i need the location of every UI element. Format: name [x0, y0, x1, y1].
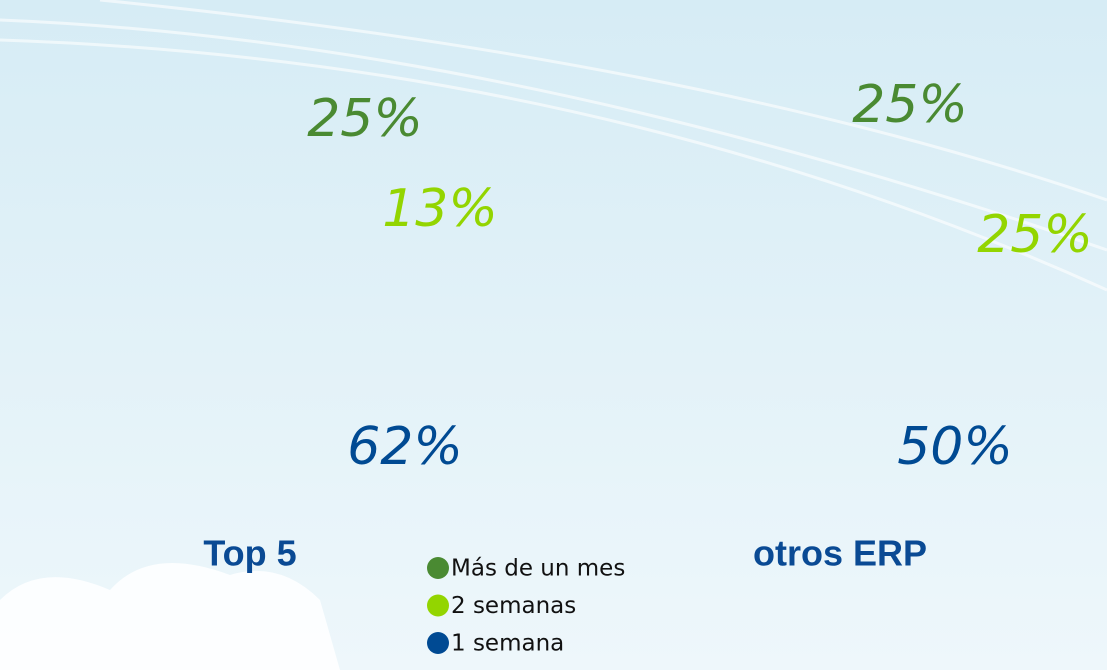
category-label: Top 5 — [203, 533, 296, 574]
cloud — [0, 563, 340, 670]
legend-marker — [427, 595, 449, 617]
value-label: 62% — [347, 417, 463, 477]
value-label: 25% — [977, 205, 1093, 265]
value-label: 25% — [852, 75, 968, 135]
legend-marker — [427, 557, 449, 579]
value-label: 25% — [307, 89, 423, 149]
value-label: 50% — [897, 417, 1013, 477]
legend-label: 2 semanas — [451, 593, 576, 619]
value-label: 13% — [382, 179, 498, 239]
legend-label: Más de un mes — [451, 556, 625, 582]
category-label: otros ERP — [753, 533, 927, 574]
legend-marker — [427, 632, 449, 654]
chart: 25% 13% 62% Top 5 25% 25% 50% otros ERP Más de u… — [0, 0, 1107, 670]
legend-label: 1 semana — [451, 631, 564, 657]
